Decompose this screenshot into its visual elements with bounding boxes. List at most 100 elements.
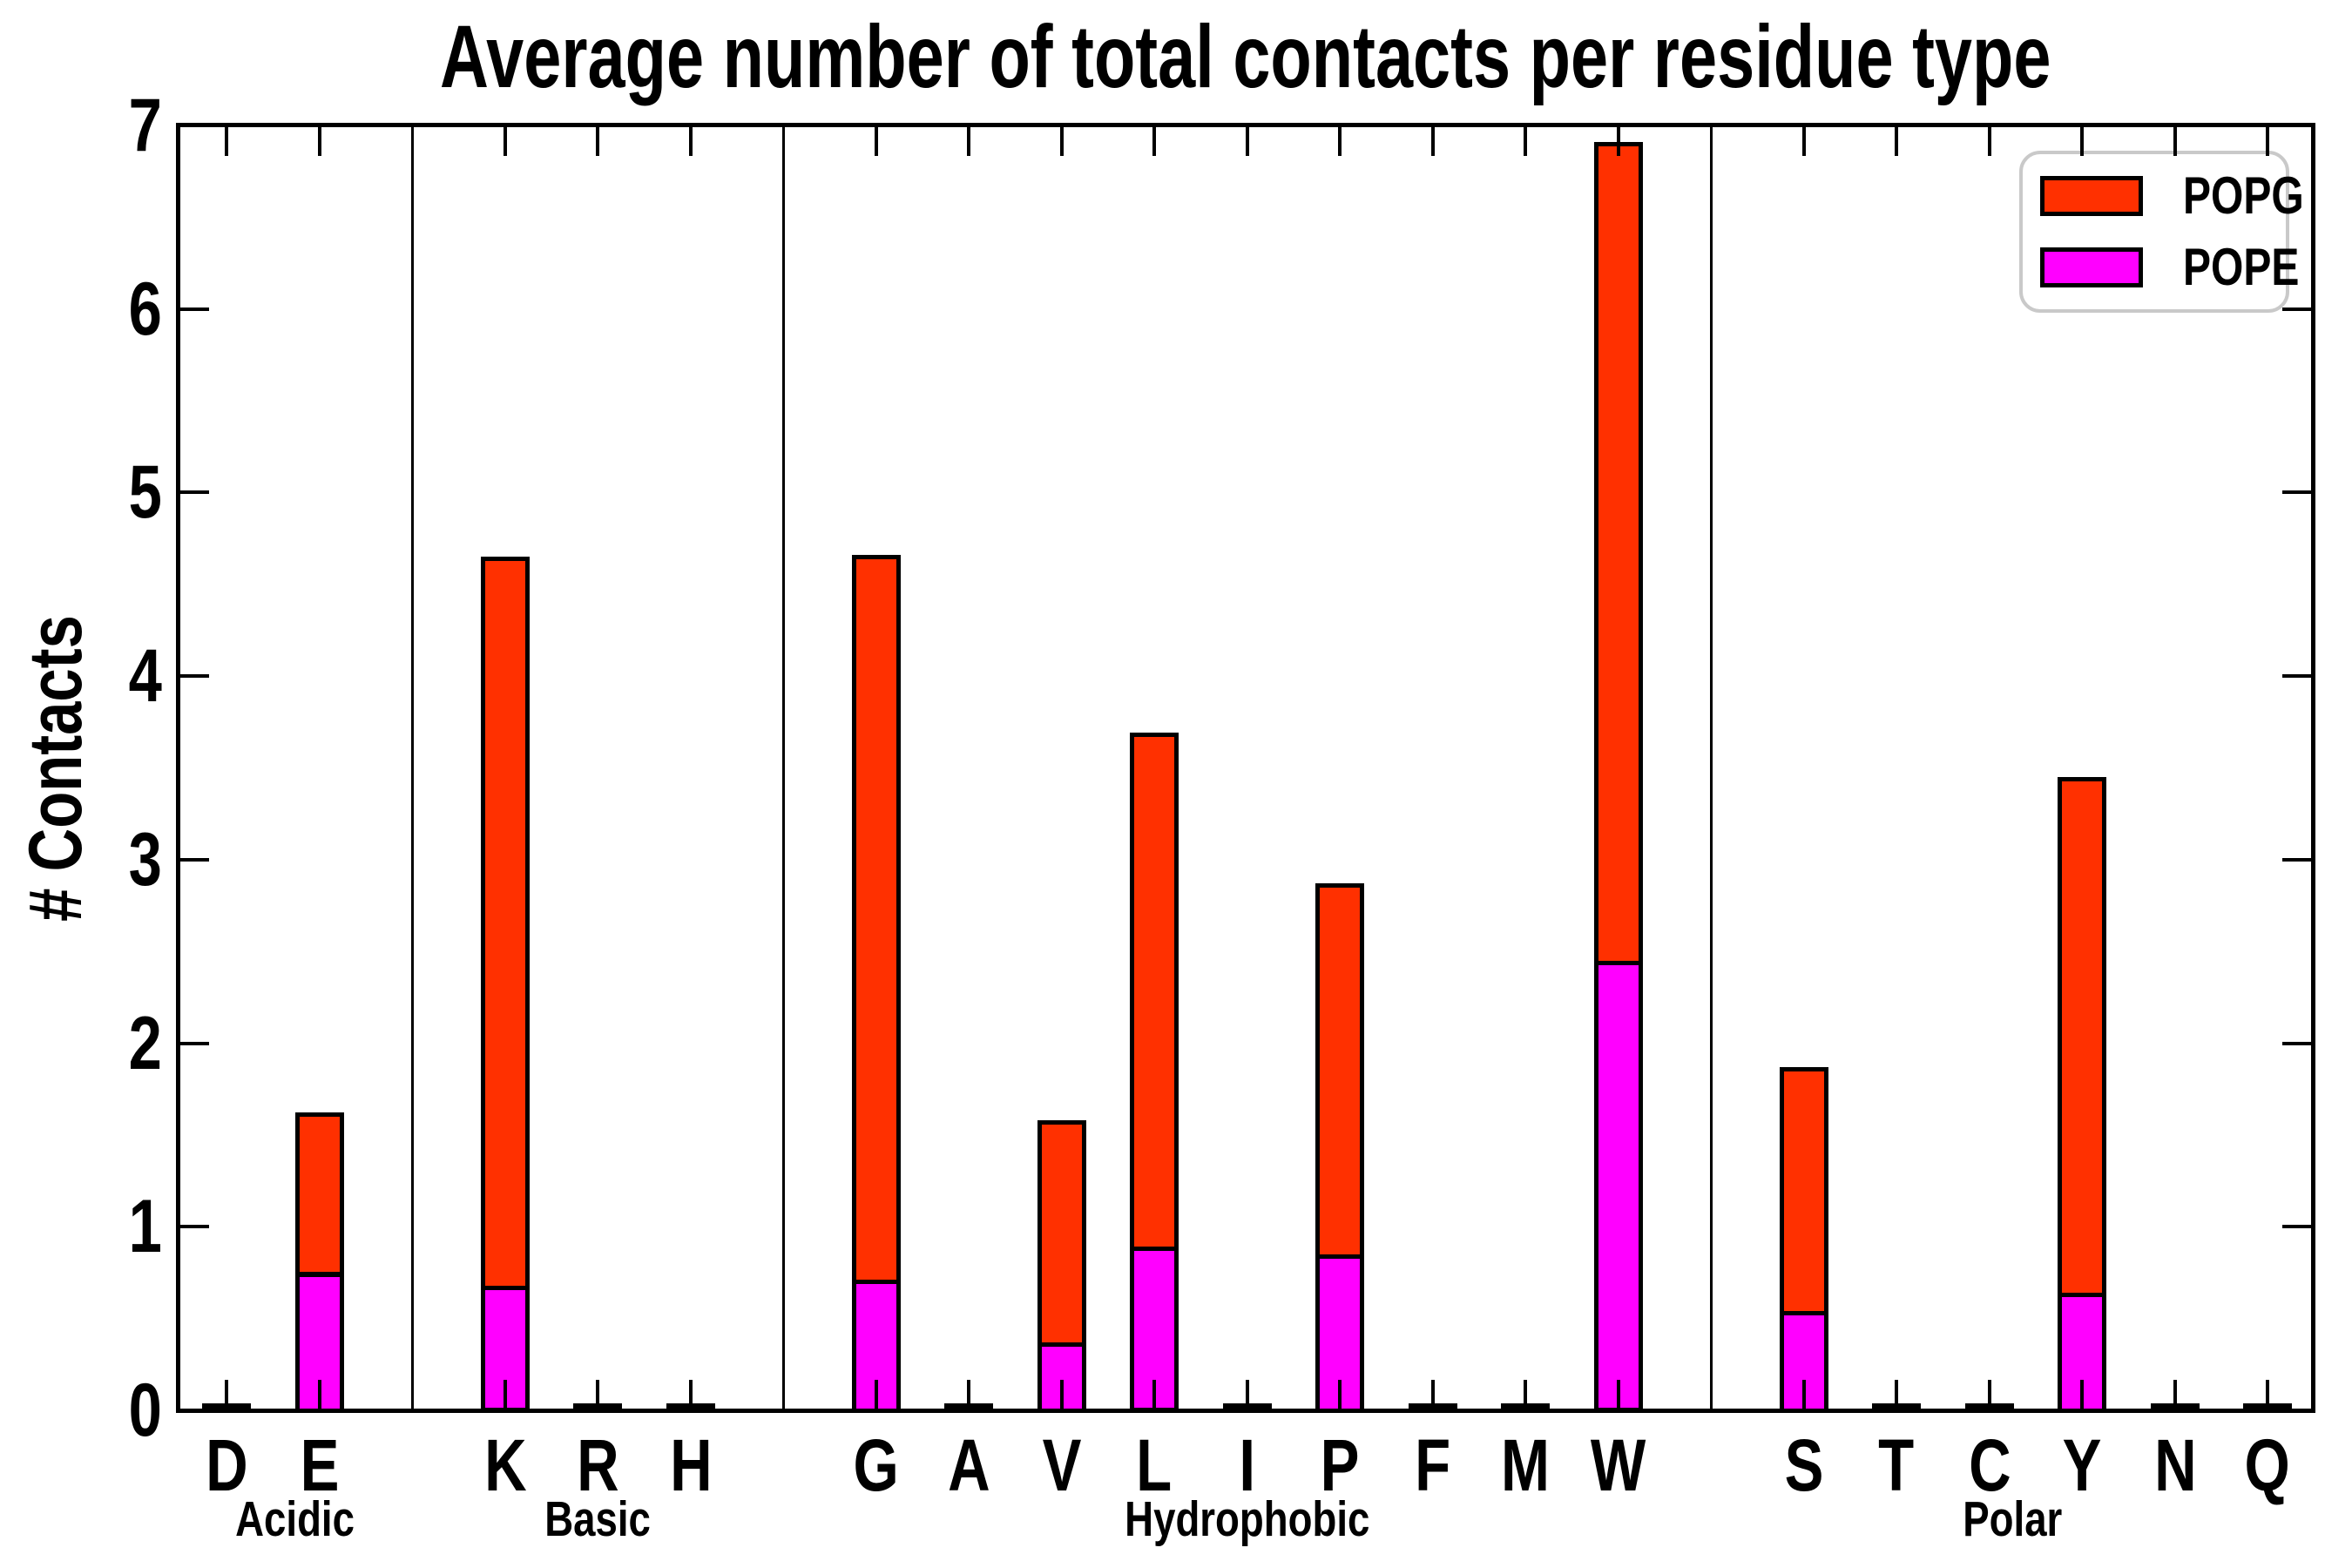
x-tick-label-G: G	[807, 1428, 946, 1503]
x-tick-bottom-K	[504, 1380, 507, 1409]
legend-label-pope: POPE	[2183, 238, 2300, 296]
x-tick-bottom-F	[1431, 1380, 1435, 1409]
x-tick-bottom-E	[318, 1380, 321, 1409]
group-label-text-hydrophobic: Hydrophobic	[1125, 1491, 1370, 1547]
x-tick-bottom-H	[689, 1380, 693, 1409]
x-tick-label-L: L	[1085, 1428, 1224, 1503]
x-tick-bottom-N	[2173, 1380, 2177, 1409]
x-tick-label-W: W	[1549, 1428, 1688, 1503]
y-tick-label-text-7: 7	[128, 84, 162, 167]
x-tick-top-D	[225, 127, 228, 156]
x-tick-label-Y: Y	[2012, 1428, 2152, 1503]
y-axis-label-text: # Contacts	[14, 615, 98, 922]
x-tick-label-D: D	[157, 1428, 296, 1503]
x-tick-bottom-V	[1060, 1380, 1064, 1409]
x-tick-label-Q: Q	[2198, 1428, 2337, 1503]
y-tick-label-4: 4	[120, 639, 162, 713]
x-tick-label-text-P: P	[1320, 1424, 1360, 1506]
y-tick-label-1: 1	[120, 1189, 162, 1264]
x-tick-top-V	[1060, 127, 1064, 156]
bar-K-popg	[481, 557, 530, 1290]
y-tick-right-7	[2282, 124, 2311, 127]
x-tick-label-M: M	[1456, 1428, 1595, 1503]
x-tick-label-text-H: H	[669, 1424, 713, 1506]
x-tick-label-text-L: L	[1136, 1424, 1173, 1506]
x-tick-top-H	[689, 127, 693, 156]
chart-title: Average number of total contacts per res…	[179, 10, 2313, 103]
x-tick-bottom-W	[1617, 1380, 1620, 1409]
x-tick-label-text-Q: Q	[2244, 1424, 2291, 1506]
x-tick-label-text-R: R	[576, 1424, 619, 1506]
bar-V-popg	[1037, 1120, 1086, 1347]
y-tick-right-5	[2282, 490, 2311, 494]
x-tick-label-C: C	[1920, 1428, 2059, 1503]
x-tick-top-F	[1431, 127, 1435, 156]
x-tick-top-C	[1988, 127, 1991, 156]
y-tick-label-2: 2	[120, 1006, 162, 1081]
x-tick-label-text-K: K	[483, 1424, 527, 1506]
x-tick-label-S: S	[1734, 1428, 1874, 1503]
legend-swatch-pope	[2040, 247, 2143, 287]
x-tick-top-I	[1246, 127, 1249, 156]
y-tick-left-2	[180, 1042, 209, 1045]
x-tick-label-text-W: W	[1591, 1424, 1646, 1506]
y-tick-label-3: 3	[120, 822, 162, 897]
group-label-basic: Basic	[354, 1493, 841, 1545]
x-tick-label-E: E	[250, 1428, 389, 1503]
x-tick-label-text-V: V	[1042, 1424, 1082, 1506]
x-tick-top-A	[967, 127, 970, 156]
y-tick-right-1	[2282, 1225, 2311, 1228]
bar-L-popg	[1130, 733, 1179, 1251]
group-label-hydrophobic: Hydrophobic	[1004, 1493, 1491, 1545]
group-label-acidic: Acidic	[51, 1493, 539, 1545]
bar-S-popg	[1780, 1067, 1828, 1315]
legend-label-popg: POPG	[2183, 166, 2304, 225]
y-tick-label-text-3: 3	[128, 818, 162, 902]
y-tick-label-6: 6	[120, 272, 162, 347]
x-tick-bottom-L	[1152, 1380, 1156, 1409]
x-tick-top-N	[2173, 127, 2177, 156]
y-tick-label-text-4: 4	[128, 634, 162, 718]
y-tick-right-0	[2282, 1409, 2311, 1412]
legend-entry-pope: POPE	[2040, 240, 2299, 295]
x-tick-label-N: N	[2105, 1428, 2245, 1503]
y-tick-label-text-6: 6	[128, 267, 162, 351]
x-tick-bottom-S	[1802, 1380, 1806, 1409]
x-tick-label-P: P	[1270, 1428, 1409, 1503]
x-tick-top-W	[1617, 127, 1620, 156]
bar-Y-popg	[2058, 777, 2106, 1297]
x-tick-label-text-M: M	[1500, 1424, 1550, 1506]
x-tick-bottom-P	[1338, 1380, 1342, 1409]
x-tick-label-text-T: T	[1878, 1424, 1915, 1506]
x-tick-label-T: T	[1827, 1428, 1966, 1503]
x-tick-bottom-G	[875, 1380, 878, 1409]
x-tick-label-K: K	[436, 1428, 575, 1503]
group-separator-2	[1710, 127, 1713, 1409]
bar-W-popg	[1594, 142, 1643, 965]
x-tick-label-text-Y: Y	[2062, 1424, 2102, 1506]
group-label-text-basic: Basic	[544, 1491, 651, 1547]
y-tick-label-text-1: 1	[128, 1185, 162, 1268]
y-tick-left-6	[180, 308, 209, 311]
x-tick-label-V: V	[992, 1428, 1132, 1503]
y-tick-right-2	[2282, 1042, 2311, 1045]
legend-swatch-popg	[2040, 176, 2143, 216]
legend-entry-popg: POPG	[2040, 168, 2304, 224]
y-tick-left-3	[180, 858, 209, 862]
y-tick-label-0: 0	[120, 1373, 162, 1448]
y-tick-label-text-0: 0	[128, 1369, 162, 1452]
x-tick-top-M	[1524, 127, 1527, 156]
x-tick-top-Q	[2266, 127, 2269, 156]
y-tick-left-1	[180, 1225, 209, 1228]
x-tick-top-T	[1895, 127, 1898, 156]
group-separator-1	[782, 127, 785, 1409]
y-tick-label-5: 5	[120, 455, 162, 530]
x-tick-bottom-D	[225, 1380, 228, 1409]
y-tick-left-4	[180, 674, 209, 678]
x-tick-label-H: H	[621, 1428, 760, 1503]
y-tick-label-text-5: 5	[128, 450, 162, 534]
bar-W-pope	[1594, 960, 1643, 1412]
x-tick-bottom-Y	[2080, 1380, 2084, 1409]
x-tick-label-text-F: F	[1415, 1424, 1451, 1506]
